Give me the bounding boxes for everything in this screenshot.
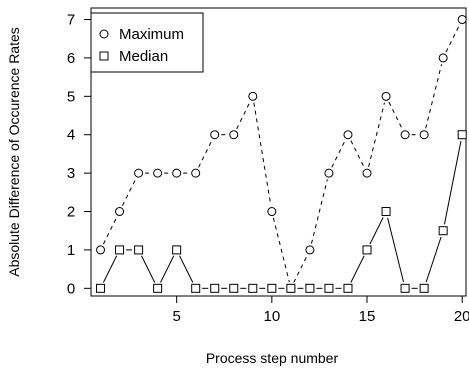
maximum-point-10 xyxy=(267,207,277,217)
median-point-11 xyxy=(286,283,296,293)
plot-area xyxy=(90,7,467,297)
x-axis-label: Process step number xyxy=(206,350,339,366)
maximum-point-3 xyxy=(134,168,144,178)
median-point-13 xyxy=(324,283,334,293)
median-point-9 xyxy=(248,283,258,293)
legend-box xyxy=(90,12,204,73)
median-point-4 xyxy=(153,283,163,293)
median-point-20 xyxy=(457,130,467,140)
median-segment-18 xyxy=(425,236,442,283)
median-point-18 xyxy=(419,283,429,293)
maximum-segment-18 xyxy=(425,64,443,129)
y-tick-label-2: 2 xyxy=(67,204,75,221)
maximum-segment-11 xyxy=(293,255,308,283)
median-point-15 xyxy=(362,245,372,255)
maximum-point-19 xyxy=(438,53,448,63)
maximum-segment-19 xyxy=(445,25,460,53)
maximum-point-9 xyxy=(248,91,258,101)
maximum-segment-2 xyxy=(121,178,137,206)
maximum-point-16 xyxy=(381,91,391,101)
maximum-point-4 xyxy=(153,168,163,178)
y-tick-label-3: 3 xyxy=(67,165,75,182)
x-tick-label-20: 20 xyxy=(454,308,469,325)
maximum-point-20 xyxy=(457,15,467,25)
legend-maximum-label: Maximum xyxy=(119,26,184,43)
median-point-16 xyxy=(381,207,391,217)
median-point-19 xyxy=(438,226,448,236)
maximum-segment-16 xyxy=(388,101,403,130)
maximum-segment-8 xyxy=(236,101,251,130)
maximum-point-12 xyxy=(305,245,315,255)
maximum-point-8 xyxy=(229,130,239,140)
median-point-5 xyxy=(172,245,182,255)
maximum-segment-12 xyxy=(310,179,328,244)
median-point-8 xyxy=(229,283,239,293)
y-tick-label-5: 5 xyxy=(67,88,75,105)
x-axis: 5 10 15 20 xyxy=(172,296,469,325)
maximum-point-2 xyxy=(115,207,125,217)
maximum-segment-9 xyxy=(253,102,272,206)
y-tick-label-1: 1 xyxy=(67,242,75,259)
maximum-point-14 xyxy=(343,130,353,140)
maximum-segment-14 xyxy=(350,140,365,168)
median-segment-14 xyxy=(350,255,365,283)
y-tick-label-6: 6 xyxy=(67,50,75,67)
median-segment-5 xyxy=(179,255,194,283)
maximum-point-17 xyxy=(400,130,410,140)
maximum-point-7 xyxy=(210,130,220,140)
median-point-7 xyxy=(210,283,220,293)
maximum-point-1 xyxy=(96,245,106,255)
maximum-segment-6 xyxy=(198,140,213,168)
legend-median-label: Median xyxy=(119,48,168,65)
x-tick-label-15: 15 xyxy=(359,308,376,325)
maximum-point-15 xyxy=(362,168,372,178)
y-tick-label-7: 7 xyxy=(67,12,75,29)
maximum-segment-1 xyxy=(102,217,118,245)
median-point-10 xyxy=(267,283,277,293)
maximum-point-5 xyxy=(172,168,182,178)
series-lines xyxy=(102,25,462,289)
median-segment-3 xyxy=(141,255,156,283)
y-axis-label: Absolute Difference of Occurence Rates xyxy=(6,27,22,277)
median-segment-1 xyxy=(102,255,118,283)
maximum-point-6 xyxy=(191,168,201,178)
median-segment-19 xyxy=(443,140,462,225)
maximum-point-13 xyxy=(324,168,334,178)
x-tick-label-10: 10 xyxy=(263,308,280,325)
y-tick-label-0: 0 xyxy=(67,280,75,297)
maximum-segment-13 xyxy=(331,140,346,168)
series-markers xyxy=(96,15,467,293)
median-point-2 xyxy=(115,245,125,255)
median-point-1 xyxy=(96,283,106,293)
median-point-14 xyxy=(343,283,353,293)
median-point-3 xyxy=(134,245,144,255)
maximum-segment-15 xyxy=(368,102,385,167)
legend-median-marker xyxy=(99,51,109,61)
median-segment-16 xyxy=(387,217,405,283)
x-tick-label-5: 5 xyxy=(172,308,180,325)
median-point-17 xyxy=(400,283,410,293)
median-point-6 xyxy=(191,283,201,293)
legend-maximum-marker xyxy=(99,29,109,39)
maximum-segment-10 xyxy=(272,217,290,283)
y-tick-label-4: 4 xyxy=(67,127,75,144)
y-axis: 0 1 2 3 4 5 6 7 xyxy=(67,12,91,297)
legend: Maximum Median xyxy=(90,12,204,73)
maximum-point-18 xyxy=(419,130,429,140)
median-point-12 xyxy=(305,283,315,293)
median-segment-4 xyxy=(160,255,175,283)
median-segment-15 xyxy=(369,217,384,245)
